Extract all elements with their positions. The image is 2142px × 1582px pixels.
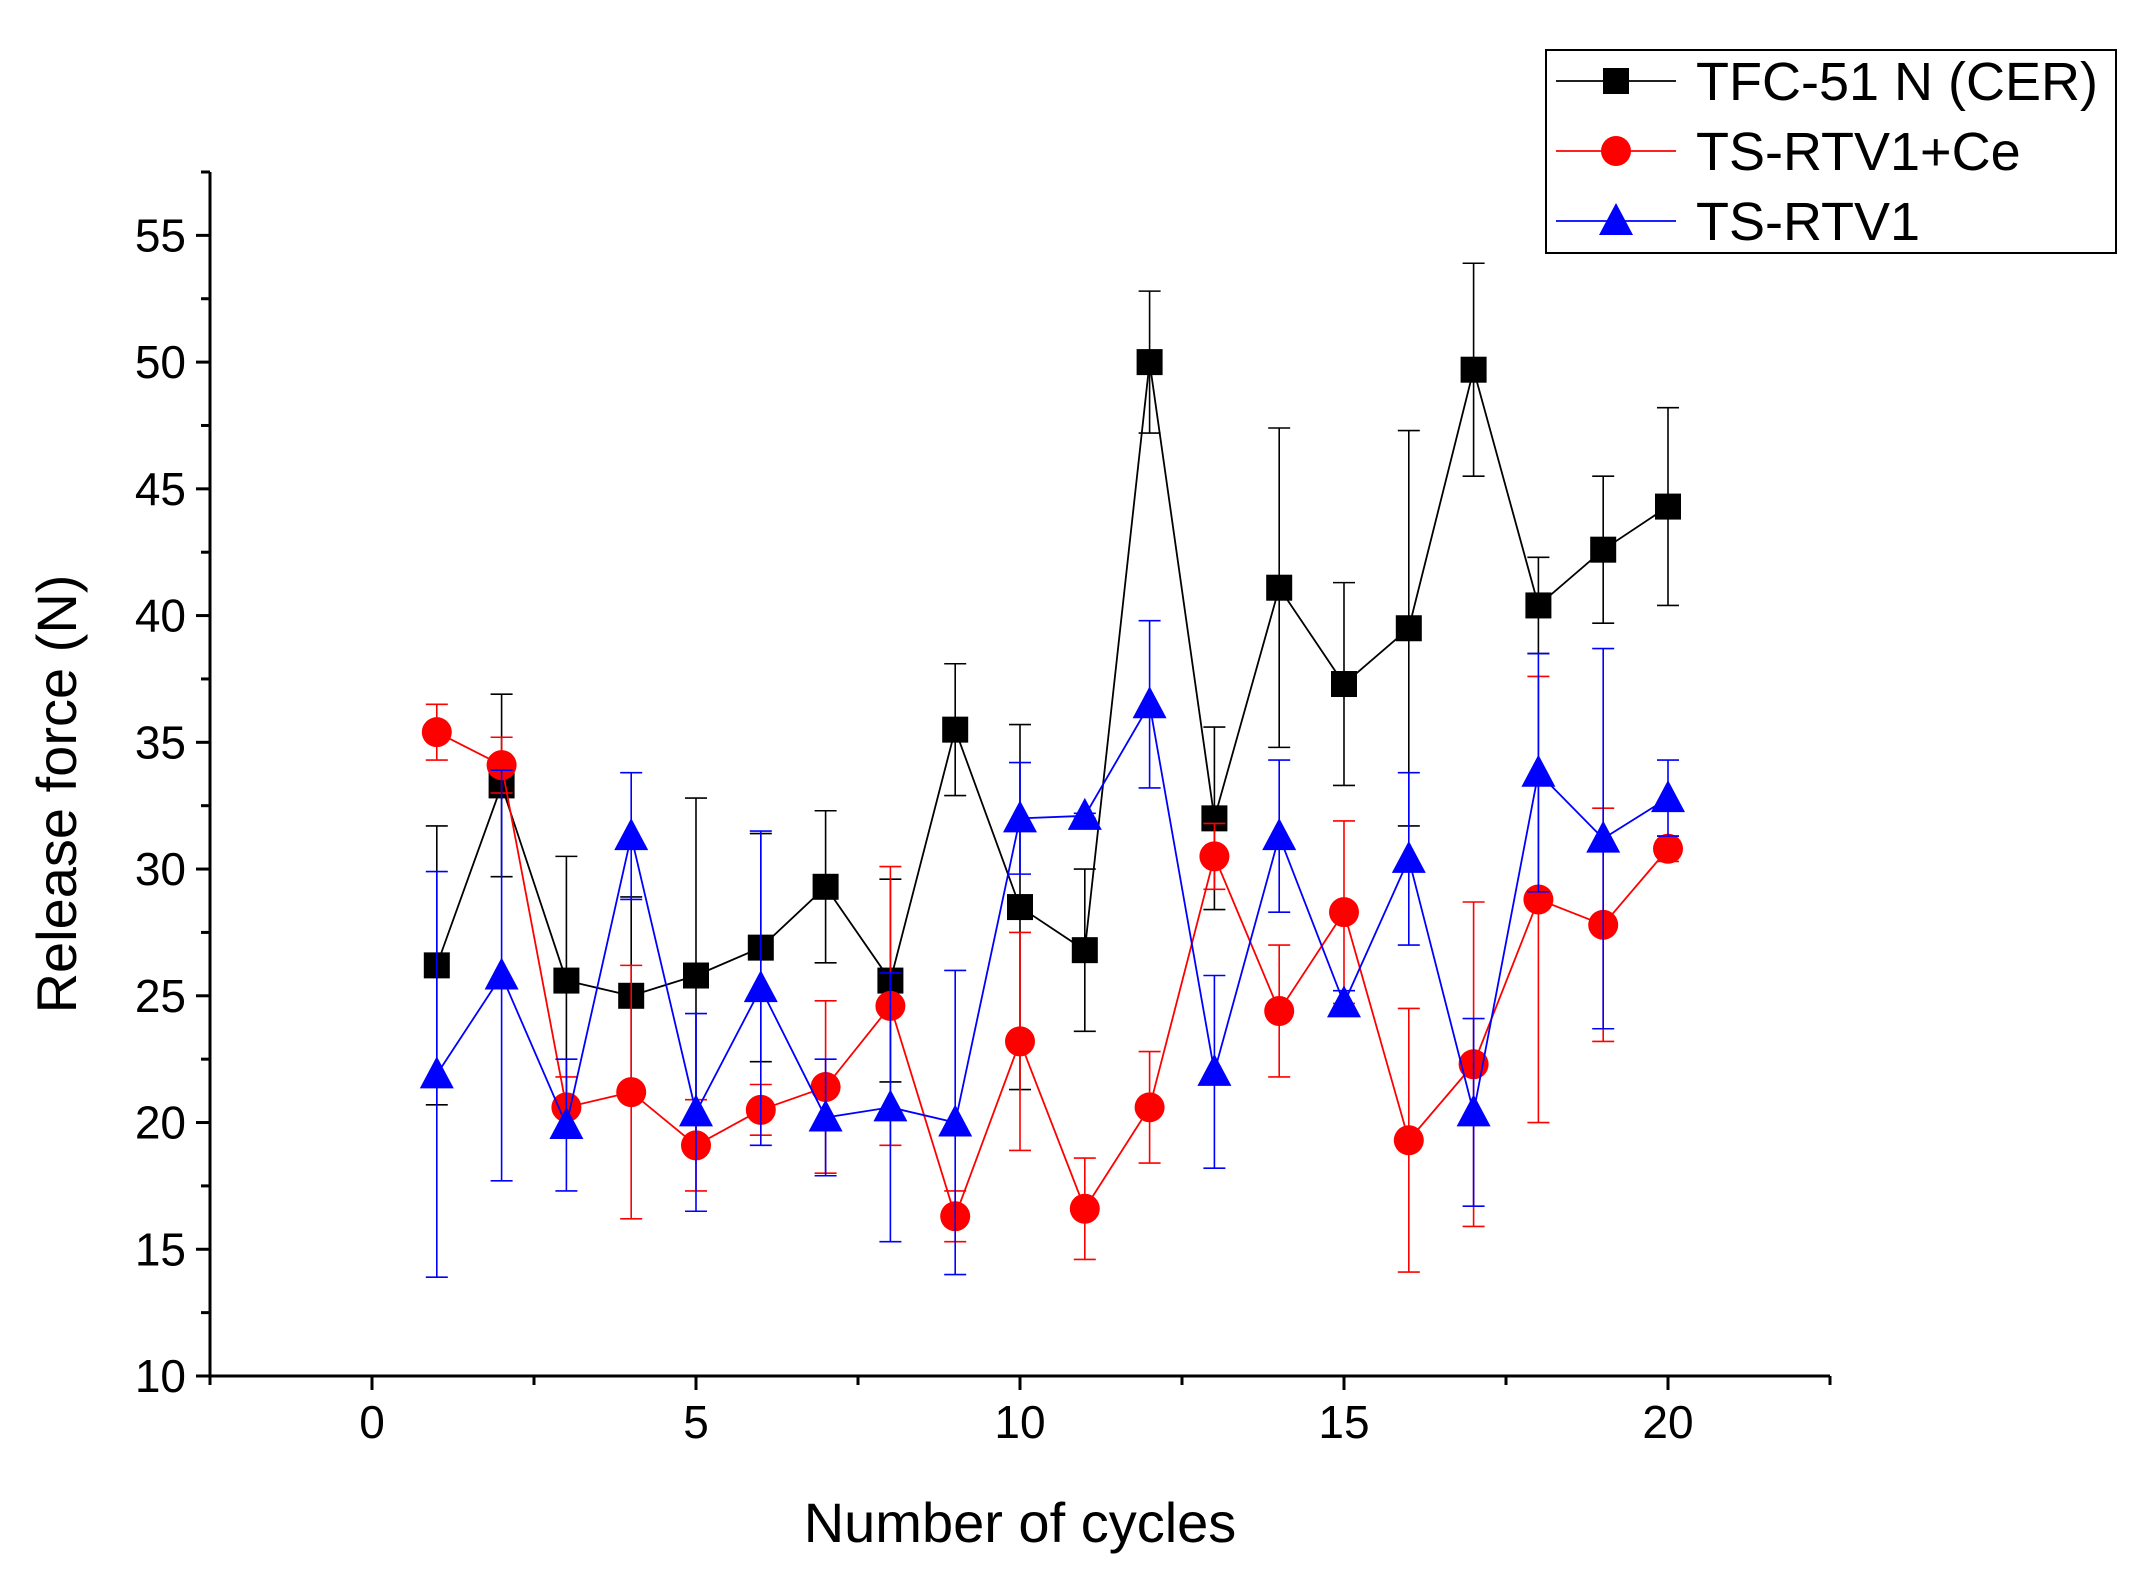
legend-marker: [1601, 136, 1631, 166]
legend-label: TS-RTV1: [1696, 192, 1920, 252]
y-axis-title: Release force (N): [25, 575, 88, 1014]
data-point: [1653, 833, 1683, 864]
legend-label: TS-RTV1+Ce: [1696, 122, 2021, 182]
y-tick-label: 20: [135, 1097, 186, 1149]
data-point: [938, 1104, 973, 1137]
y-tick-label: 45: [135, 463, 186, 515]
data-point: [1003, 800, 1037, 833]
y-tick-label: 40: [135, 590, 186, 642]
y-tick-label: 25: [135, 970, 186, 1022]
data-point: [1136, 349, 1163, 376]
data-point: [1007, 894, 1033, 921]
axes: 0 5 10 15 20 10 15 20 25 30 35 40 45 50 55: [135, 170, 1832, 1448]
data-point: [1655, 493, 1681, 520]
data-point: [1132, 686, 1167, 719]
x-tick-label: 0: [359, 1396, 385, 1448]
data-point: [1327, 985, 1361, 1018]
data-point: [873, 1089, 908, 1122]
data-point: [1391, 840, 1426, 873]
data-point: [1331, 671, 1357, 698]
legend-marker: [1603, 68, 1629, 94]
data-point: [1266, 574, 1293, 601]
data-point: [683, 962, 709, 989]
data-point: [614, 818, 649, 851]
legend-marker: [1599, 203, 1633, 235]
data-point: [1005, 1026, 1035, 1057]
x-axis-title: Number of cycles: [804, 1491, 1237, 1554]
data-point: [1590, 536, 1617, 563]
y-tick-label: 55: [135, 209, 186, 261]
x-tick-label: 5: [683, 1396, 709, 1448]
data-point: [419, 1056, 454, 1089]
data-point: [616, 1077, 647, 1108]
data-point: [942, 716, 969, 743]
data-point: [1329, 897, 1359, 928]
x-tick-label: 15: [1318, 1396, 1369, 1448]
y-tick-label: 10: [135, 1350, 186, 1402]
data-point: [808, 1099, 843, 1132]
data-point: [1071, 937, 1098, 964]
data-point: [1395, 615, 1422, 642]
data-point: [1651, 780, 1685, 813]
data-point: [1067, 797, 1102, 830]
data-point: [1069, 1193, 1100, 1224]
y-tick-label: 15: [135, 1223, 186, 1275]
legend: TFC-51 N (CER) TS-RTV1+Ce TS-RTV1: [1545, 49, 2117, 254]
data-point: [484, 957, 519, 990]
y-tick-label: 35: [135, 716, 186, 768]
data-point: [486, 750, 517, 781]
legend-label: TFC-51 N (CER): [1696, 52, 2098, 112]
data-point: [1199, 841, 1230, 872]
series-ts-rtv1: [419, 619, 1685, 1278]
data-point: [1460, 356, 1487, 383]
data-point: [1264, 995, 1295, 1026]
y-tick-label: 50: [135, 336, 186, 388]
data-point: [1456, 1094, 1491, 1127]
series-line: [436, 701, 1669, 1128]
data-point: [1586, 820, 1621, 853]
data-point: [1521, 754, 1556, 787]
data-point: [1393, 1125, 1424, 1156]
x-tick-label: 20: [1642, 1396, 1693, 1448]
x-tick-label: 10: [994, 1396, 1045, 1448]
data-point: [1197, 1053, 1232, 1086]
data-point: [421, 717, 452, 748]
data-point: [549, 1107, 584, 1140]
data-point: [1525, 592, 1552, 619]
data-point: [553, 967, 580, 994]
data-point: [1134, 1092, 1165, 1123]
series-layer: [419, 262, 1685, 1278]
data-point: [1262, 818, 1297, 851]
data-point: [812, 873, 839, 900]
data-point: [679, 1094, 713, 1127]
y-tick-label: 30: [135, 843, 186, 895]
data-point: [743, 970, 778, 1003]
